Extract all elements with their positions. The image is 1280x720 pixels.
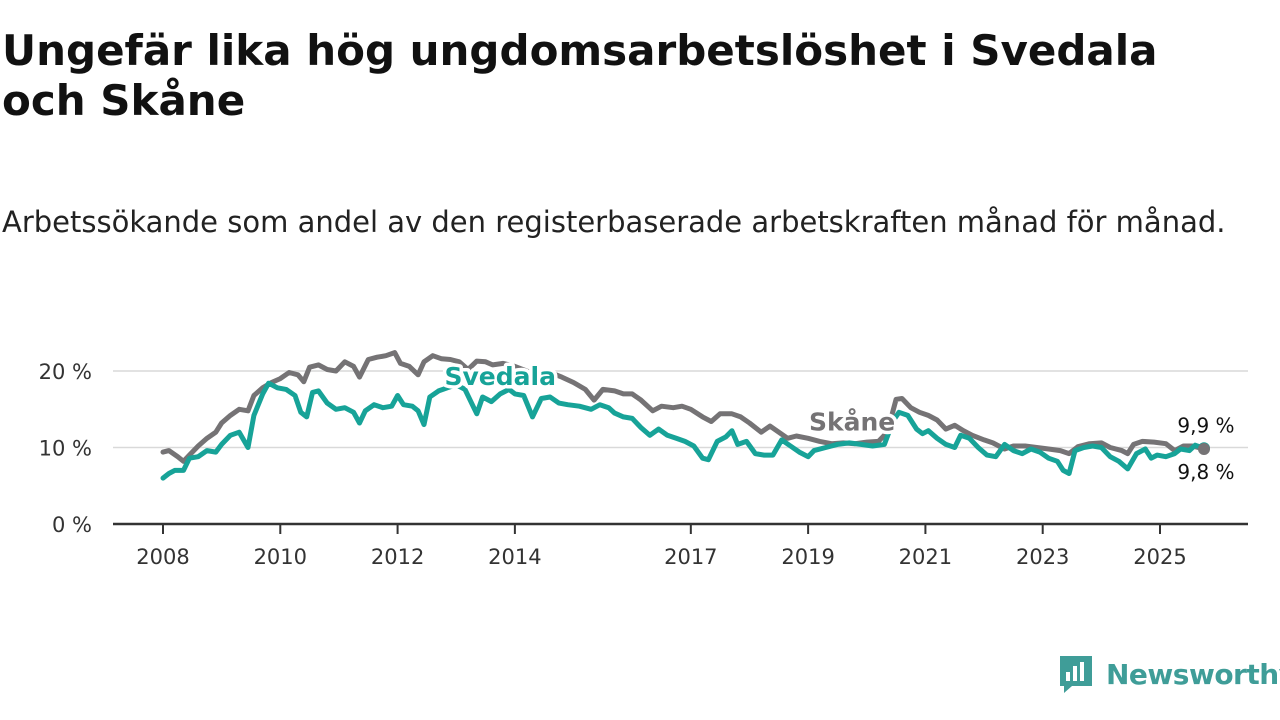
x-tick-label: 2012 — [371, 545, 424, 569]
x-tick-label: 2014 — [488, 545, 541, 569]
series-name-label: Skåne — [809, 408, 895, 437]
x-tick-label: 2010 — [254, 545, 307, 569]
chart-subtitle: Arbetssökande som andel av den registerb… — [2, 205, 1226, 239]
brand-name: Newsworthy — [1106, 657, 1280, 691]
newsworthy-logo-icon — [1060, 656, 1092, 693]
series-name-label: Svedala — [444, 362, 555, 391]
newsworthy-brand: Newsworthy — [1058, 654, 1280, 694]
x-axis: 2008 2010 2012 2014 2017 2019 2021 2023 2025 — [113, 522, 1248, 569]
x-tick-label: 2008 — [136, 545, 189, 569]
series-end-label: 9,8 % — [1177, 460, 1234, 484]
series-lines — [160, 350, 1207, 481]
x-tick-label: 2023 — [1016, 545, 1069, 569]
y-axis: 0 % 10 % 20 % — [39, 360, 92, 537]
series-name-label-halo: Svedala — [444, 362, 555, 391]
x-tick-label: 2021 — [899, 545, 952, 569]
x-tick-label: 2019 — [781, 545, 834, 569]
series-name-label-halo: Skåne — [809, 408, 895, 437]
y-tick-label: 20 % — [39, 360, 92, 384]
y-tick-label: 10 % — [39, 437, 92, 461]
series-line-skane — [160, 350, 1207, 464]
series-end-label-halo: 9,8 % — [1177, 460, 1234, 484]
grid-lines — [113, 370, 1248, 449]
y-tick-label: 0 % — [52, 513, 92, 537]
x-tick-label: 2025 — [1133, 545, 1186, 569]
series-end-dot — [1197, 443, 1210, 456]
series-end-label-halo: 9,9 % — [1177, 413, 1234, 437]
chart-title: Ungefär lika hög ungdomsarbetslöshet i S… — [2, 26, 1158, 125]
series-end-label: 9,9 % — [1177, 413, 1234, 437]
series-line-svedala — [160, 380, 1207, 481]
x-tick-label: 2017 — [664, 545, 717, 569]
